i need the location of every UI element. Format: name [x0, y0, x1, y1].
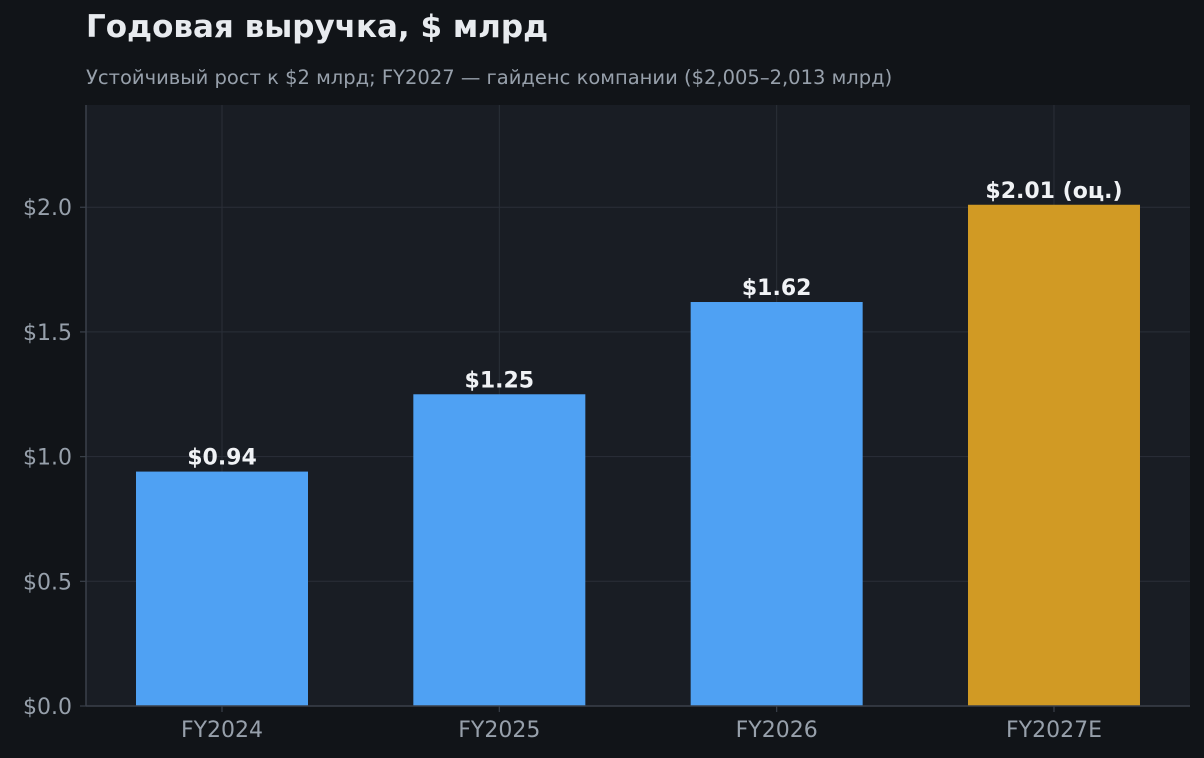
y-tick-label: $1.5 [23, 321, 72, 346]
y-tick-label: $0.5 [23, 570, 72, 595]
x-tick-label: FY2024 [181, 718, 263, 743]
bar-value-label: $1.62 [742, 276, 812, 301]
chart-title: Годовая выручка, $ млрд [86, 9, 549, 45]
x-tick-label: FY2027E [1006, 718, 1102, 743]
bar-fy2026 [690, 302, 863, 706]
bar-fy2027e [967, 204, 1140, 706]
x-tick-label: FY2025 [458, 718, 540, 743]
bar-fy2024 [136, 471, 308, 706]
x-tick-label: FY2026 [736, 718, 818, 743]
labels: $0.0 $0.5 $1.0 $1.5 $2.0 FY2024 FY2025 FY2026 FY… [23, 179, 1123, 743]
y-tick-label: $2.0 [23, 196, 72, 221]
bar-value-label: $1.25 [465, 368, 535, 393]
y-tick-label: $1.0 [23, 446, 72, 471]
chart-subtitle: Устойчивый рост к $2 млрд; FY2027 — гайд… [86, 66, 893, 89]
bars [136, 204, 1140, 706]
axes [80, 105, 1190, 712]
bar-fy2025 [413, 394, 586, 706]
bar-value-label: $0.94 [187, 446, 257, 471]
y-tick-label: $0.0 [23, 695, 72, 720]
bar-value-label: $2.01 (оц.) [985, 179, 1122, 204]
